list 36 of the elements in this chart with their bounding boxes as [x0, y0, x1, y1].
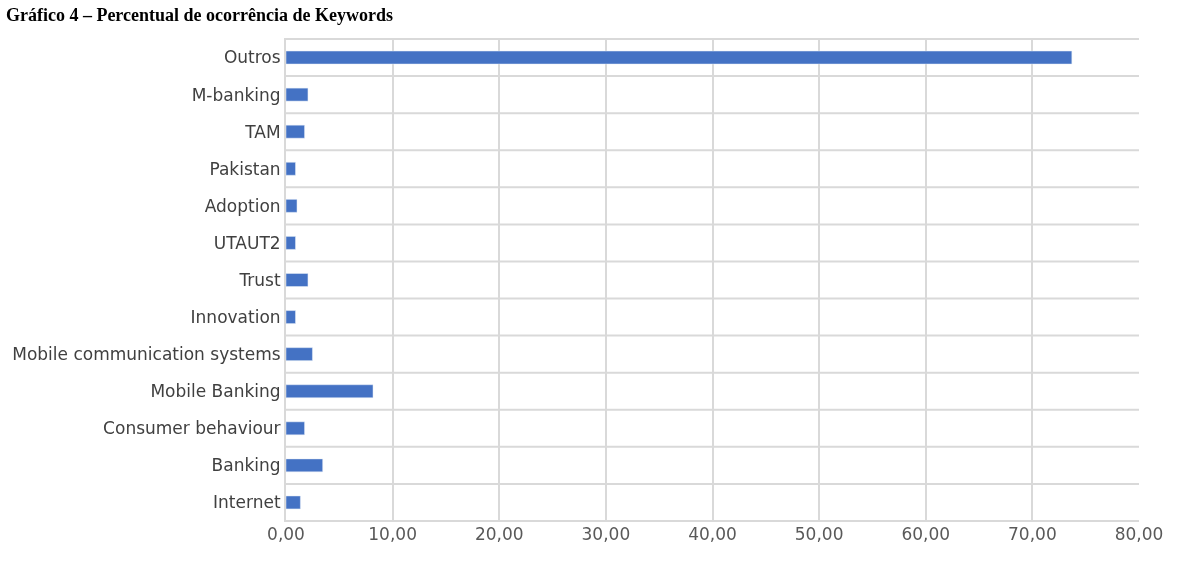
y-tick-label: Innovation [190, 307, 281, 328]
x-tick-label: 30,00 [581, 524, 631, 544]
x-tick-label: 70,00 [1008, 524, 1057, 544]
y-tick-label: Adoption [204, 195, 281, 216]
bar [286, 495, 301, 510]
chart-title: Gráfico 4 – Percentual de ocorrência de Keywords [5, 5, 393, 26]
x-tick-label: 20,00 [474, 524, 524, 544]
bar [286, 124, 305, 139]
x-tick-label: 10,00 [368, 524, 417, 544]
bar [286, 199, 298, 213]
bar [286, 384, 374, 398]
y-tick-label: TAM [244, 121, 281, 142]
bar [286, 347, 313, 361]
bar [286, 458, 323, 473]
y-tick-label: Banking [211, 455, 281, 476]
x-tick-label: 0,00 [267, 524, 305, 544]
y-tick-label: M-banking [191, 84, 281, 105]
y-tick-label: Mobile communication systems [12, 344, 281, 365]
bar [286, 162, 296, 176]
y-tick-label: UTAUT2 [213, 232, 281, 253]
y-tick-label: Mobile Banking [150, 381, 281, 402]
x-tick-label: 60,00 [901, 524, 951, 544]
bar [286, 236, 296, 250]
y-tick-label: Trust [238, 269, 281, 290]
y-tick-label: Outros [223, 47, 281, 68]
x-tick-label: 50,00 [794, 524, 844, 544]
bar [286, 87, 309, 102]
bar [286, 421, 305, 436]
bar [286, 310, 296, 324]
y-tick-label: Pakistan [209, 158, 281, 179]
y-tick-label: Internet [213, 492, 281, 513]
bar [286, 273, 309, 287]
x-tick-label: 40,00 [688, 524, 737, 544]
bar [286, 50, 1073, 65]
y-tick-label: Consumer behaviour [103, 418, 281, 439]
x-tick-label: 80,00 [1114, 524, 1164, 544]
